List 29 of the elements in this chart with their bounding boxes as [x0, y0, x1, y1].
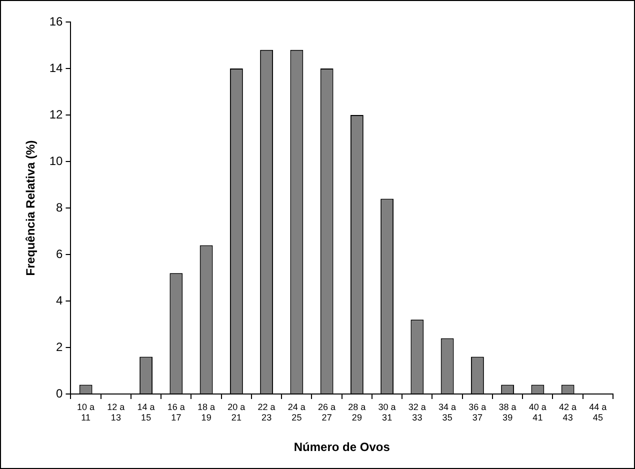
x-tick-label: 20 a 21 — [228, 402, 246, 423]
x-tick-label: 24 a 25 — [288, 402, 306, 423]
x-tick-label: 44 a 45 — [589, 402, 607, 423]
y-tick-label: 14 — [49, 60, 64, 75]
y-tick-label: 4 — [56, 293, 64, 308]
y-tick-label: 16 — [49, 14, 64, 28]
x-tick-label: 32 a 33 — [408, 402, 426, 423]
y-tick-label: 6 — [56, 246, 64, 261]
x-tick-label: 12 a 13 — [107, 402, 125, 423]
x-tick-label: 10 a 11 — [77, 402, 95, 423]
x-tick-label: 28 a 29 — [348, 402, 366, 423]
x-tick-label: 22 a 23 — [258, 402, 276, 423]
x-tick-label: 40 a 41 — [528, 402, 546, 423]
x-tick-label: 36 a 37 — [468, 402, 486, 423]
y-tick-label: 10 — [49, 154, 64, 168]
x-tick-label: 38 a 39 — [498, 402, 516, 423]
x-tick-label: 18 a 19 — [198, 402, 216, 423]
y-axis-title: Frequência Relativa (%) — [24, 140, 38, 276]
x-axis-title: Número de Ovos — [294, 440, 390, 454]
x-tick-label: 30 a 31 — [378, 402, 396, 423]
x-tick-label: 16 a 17 — [167, 402, 185, 423]
x-tick-label: 34 a 35 — [438, 402, 456, 423]
x-tick-label: 14 a 15 — [137, 402, 155, 423]
y-tick-label: 8 — [56, 200, 64, 214]
x-tick-label: 26 a 27 — [318, 402, 336, 423]
y-tick-label: 12 — [49, 107, 64, 122]
y-tick-label: 0 — [56, 386, 64, 400]
x-tick-label: 42 a 43 — [559, 402, 577, 423]
y-tick-label: 2 — [56, 340, 64, 354]
